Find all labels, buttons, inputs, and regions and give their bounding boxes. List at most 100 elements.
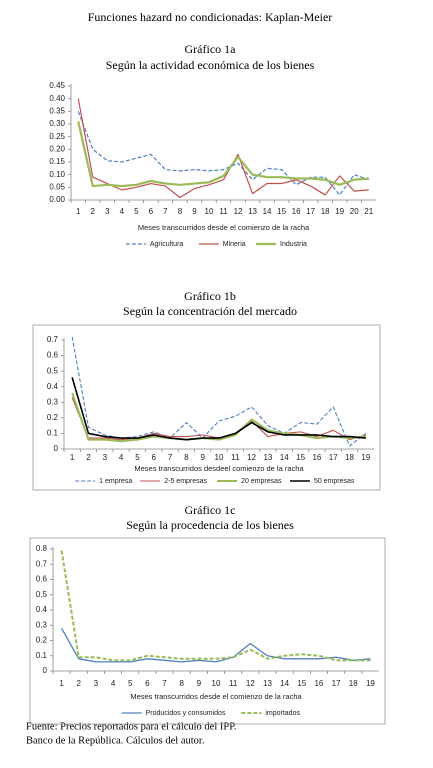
- y-tick-label: 0.5: [36, 590, 48, 599]
- x-tick-label: 14: [280, 679, 289, 688]
- x-tick-label: 2: [91, 207, 96, 216]
- x-tick-label: 8: [178, 207, 183, 216]
- x-tick-label: 20: [350, 207, 359, 216]
- x-tick-label: 16: [312, 453, 321, 462]
- legend-label: Producidos y consumidos: [146, 710, 226, 717]
- series-line: [60, 550, 371, 662]
- x-tick-label: 9: [197, 679, 202, 688]
- x-tick-label: 9: [200, 453, 205, 462]
- x-tick-label: 7: [162, 679, 167, 688]
- series-line: [71, 392, 366, 443]
- x-tick-label: 11: [229, 679, 238, 688]
- x-tick-label: 1: [59, 679, 64, 688]
- x-tick-label: 1: [76, 207, 81, 216]
- chart-subtitle: Según la concentración del mercado: [123, 304, 297, 318]
- y-tick-label: 0.5: [47, 366, 59, 375]
- legend-label: 20 empresas: [241, 478, 282, 485]
- y-tick-label: 0.4: [47, 382, 59, 391]
- series-line: [77, 98, 369, 199]
- x-tick-label: 5: [134, 207, 139, 216]
- x-tick-label: 4: [119, 453, 124, 462]
- x-tick-label: 17: [329, 453, 338, 462]
- x-tick-label: 13: [263, 453, 272, 462]
- x-tick-label: 15: [297, 679, 306, 688]
- x-tick-label: 19: [361, 453, 370, 462]
- y-tick-label: 0.1: [47, 429, 59, 438]
- x-tick-label: 3: [94, 679, 99, 688]
- page-title: Funciones hazard no condicionadas: Kapla…: [88, 10, 333, 24]
- x-tick-label: 11: [219, 207, 228, 216]
- x-tick-label: 11: [231, 453, 240, 462]
- y-tick-label: 0.3: [47, 397, 59, 406]
- x-tick-label: 15: [296, 453, 305, 462]
- x-axis-title: Meses transcurridos desdeel comienzo de …: [134, 464, 304, 473]
- legend-label: Mineria: [223, 241, 246, 248]
- y-tick-label: 0.4: [36, 605, 48, 614]
- chart-title: Gráfico 1a: [185, 42, 237, 56]
- x-tick-label: 6: [145, 679, 150, 688]
- y-tick-label: 0.05: [49, 182, 65, 191]
- x-tick-label: 19: [366, 679, 375, 688]
- chart-subtitle: Según la actividad económica de los bien…: [106, 58, 315, 72]
- x-tick-label: 7: [163, 207, 168, 216]
- x-tick-label: 18: [349, 679, 358, 688]
- y-tick-label: 0.3: [36, 620, 48, 629]
- x-tick-label: 4: [111, 679, 116, 688]
- x-tick-label: 15: [277, 207, 286, 216]
- y-tick-label: 0.00: [49, 195, 65, 204]
- y-tick-label: 0.40: [49, 94, 65, 103]
- x-tick-label: 3: [103, 453, 108, 462]
- y-tick-label: 0.7: [36, 559, 48, 568]
- x-axis-title: Meses transcurridos desde el comienzo de…: [130, 692, 302, 701]
- x-tick-label: 12: [247, 453, 256, 462]
- x-tick-label: 10: [205, 207, 214, 216]
- x-tick-label: 9: [192, 207, 197, 216]
- x-tick-label: 13: [248, 207, 257, 216]
- x-tick-label: 10: [215, 453, 224, 462]
- x-tick-label: 17: [306, 207, 315, 216]
- legend-label: Agricultura: [150, 241, 184, 248]
- y-tick-label: 0.10: [49, 170, 65, 179]
- y-tick-label: 0.20: [49, 144, 65, 153]
- legend-label: 1 empresa: [99, 478, 132, 485]
- legend-label: 50 empresas: [314, 478, 355, 485]
- footer-line: Banco de la República. Cálculos del auto…: [26, 735, 204, 746]
- chart-title: Gráfico 1c: [185, 503, 236, 517]
- x-tick-label: 13: [263, 679, 272, 688]
- x-tick-label: 18: [345, 453, 354, 462]
- y-tick-label: 0.6: [36, 575, 48, 584]
- x-tick-label: 8: [184, 453, 189, 462]
- x-tick-label: 6: [152, 453, 157, 462]
- x-tick-label: 2: [77, 679, 82, 688]
- y-tick-label: 0.7: [47, 335, 59, 344]
- chart-frame: [32, 324, 381, 491]
- series-line: [71, 377, 366, 441]
- x-tick-label: 16: [314, 679, 323, 688]
- chart-subtitle: Según la procedencia de los bienes: [126, 518, 294, 532]
- y-tick-label: 0.2: [36, 636, 48, 645]
- x-tick-label: 5: [135, 453, 140, 462]
- x-tick-label: 6: [149, 207, 154, 216]
- series-line: [77, 111, 369, 196]
- y-tick-label: 0.30: [49, 119, 65, 128]
- x-tick-label: 14: [280, 453, 289, 462]
- x-tick-label: 21: [364, 207, 373, 216]
- legend-label: Industria: [280, 241, 307, 248]
- x-tick-label: 7: [168, 453, 173, 462]
- y-tick-label: 0.8: [36, 544, 48, 553]
- x-tick-label: 16: [292, 207, 301, 216]
- series-line: [71, 336, 367, 447]
- chart-title: Gráfico 1b: [184, 289, 236, 303]
- y-tick-label: 0.2: [47, 413, 59, 422]
- series-line: [77, 121, 369, 188]
- y-tick-label: 0.45: [49, 81, 65, 90]
- y-tick-label: 0.1: [36, 651, 48, 660]
- x-tick-label: 12: [246, 679, 255, 688]
- x-tick-label: 3: [105, 207, 110, 216]
- x-tick-label: 10: [212, 679, 221, 688]
- x-tick-label: 18: [321, 207, 330, 216]
- y-tick-label: 0: [43, 666, 48, 675]
- x-tick-label: 1: [70, 453, 75, 462]
- y-tick-label: 0.35: [49, 106, 65, 115]
